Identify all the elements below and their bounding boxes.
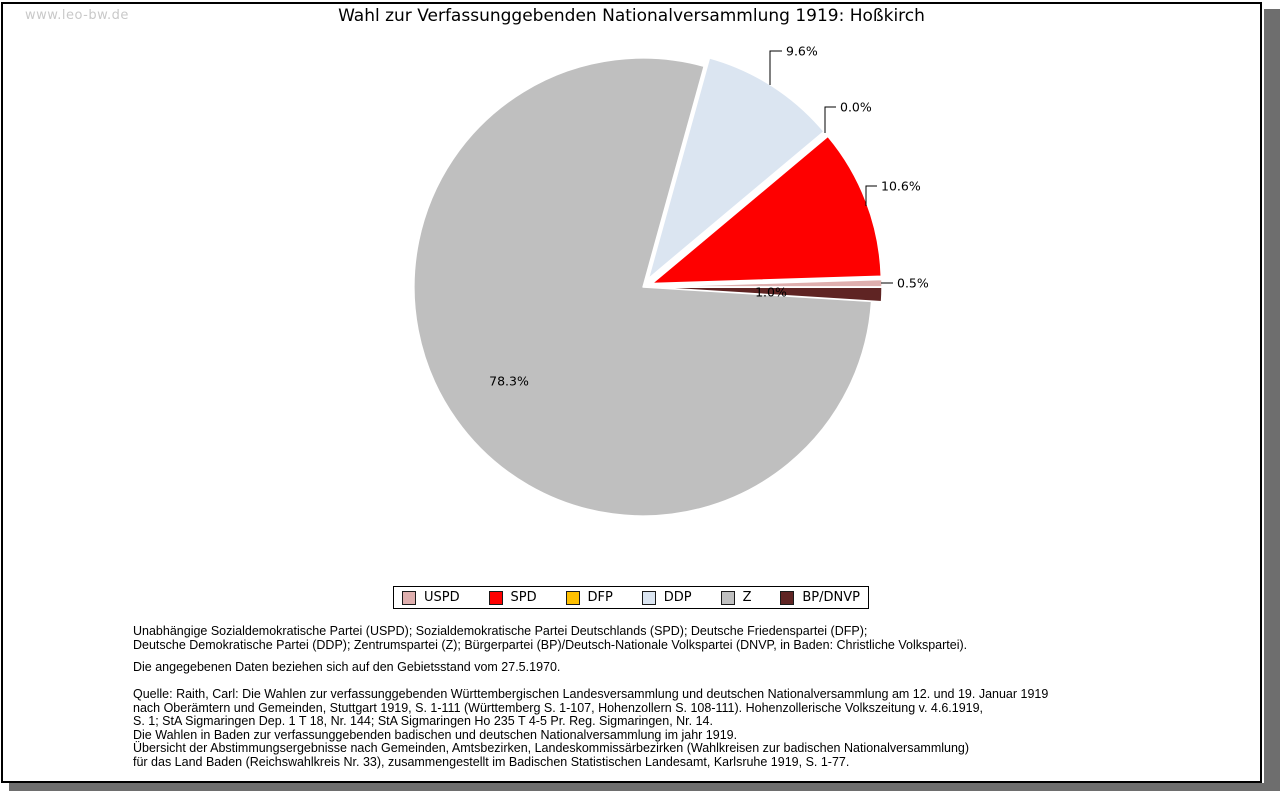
source-note: Quelle: Raith, Carl: Die Wahlen zur verf… bbox=[133, 687, 1049, 769]
pie-slice-DDP bbox=[647, 57, 825, 280]
pct-label-BP/DNVP: 1.0% bbox=[755, 285, 787, 300]
legend-label: BP/DNVP bbox=[802, 590, 860, 605]
legend-item-USPD: USPD bbox=[402, 590, 460, 605]
pct-label-SPD: 10.6% bbox=[881, 179, 921, 194]
pie-slice-BP/DNVP bbox=[652, 286, 883, 303]
watermark: www.leo-bw.de bbox=[25, 8, 129, 23]
pct-label-USPD: 0.5% bbox=[897, 276, 929, 291]
legend-swatch-Z bbox=[720, 590, 735, 605]
callout-line-DDP bbox=[769, 50, 782, 85]
legend-label: DFP bbox=[587, 590, 613, 605]
panel-shadow-right bbox=[1264, 9, 1280, 791]
pct-label-DFP: 0.0% bbox=[840, 100, 872, 115]
gebietsstand-note: Die angegebenen Daten beziehen sich auf … bbox=[133, 660, 561, 674]
legend-item-BP/DNVP: BP/DNVP bbox=[780, 590, 860, 605]
party-abbreviation-note: Unabhängige Sozialdemokratische Partei (… bbox=[133, 624, 968, 652]
legend-swatch-DDP bbox=[641, 590, 656, 605]
callout-line-SPD bbox=[865, 185, 877, 206]
panel-shadow-bottom bbox=[9, 783, 1280, 791]
legend-label: Z bbox=[742, 590, 752, 605]
legend-item-SPD: SPD bbox=[488, 590, 537, 605]
chart-panel: www.leo-bw.de Wahl zur Verfassunggebende… bbox=[1, 2, 1262, 783]
chart-title: Wahl zur Verfassunggebenden Nationalvers… bbox=[338, 6, 925, 26]
pct-label-DDP: 9.6% bbox=[786, 44, 818, 59]
pct-label-Z: 78.3% bbox=[489, 374, 529, 389]
pie-chart: 0.5% 10.6% 0.0% 9.6% 78.3% 1.0% bbox=[413, 44, 929, 517]
legend-swatch-DFP bbox=[565, 590, 580, 605]
legend-swatch-BP/DNVP bbox=[780, 590, 795, 605]
legend-item-DDP: DDP bbox=[641, 590, 692, 605]
legend-label: DDP bbox=[663, 590, 692, 605]
legend-item-DFP: DFP bbox=[565, 590, 613, 605]
legend-label: USPD bbox=[424, 590, 460, 605]
legend-swatch-SPD bbox=[488, 590, 503, 605]
legend-label: SPD bbox=[510, 590, 537, 605]
callout-line-DFP bbox=[824, 106, 836, 133]
pie-slice-Z bbox=[413, 57, 873, 517]
legend-item-Z: Z bbox=[720, 590, 752, 605]
legend: USPD SPD DFP DDP Z BP/DNVP bbox=[393, 586, 869, 609]
legend-swatch-USPD bbox=[402, 590, 416, 605]
